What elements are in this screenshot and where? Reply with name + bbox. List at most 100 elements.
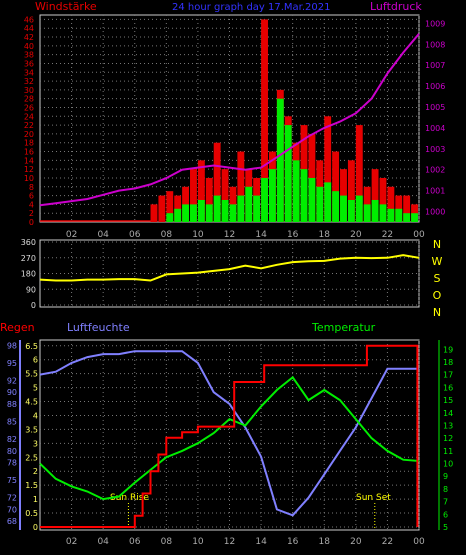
temperature-tick-labels: 5 6 7 8 9 10 11 12 13 14 15 16 17 18 19: [443, 345, 453, 532]
compass-label: N: [433, 306, 441, 319]
humidity-tick-label: 82: [7, 435, 17, 444]
rain-tick-label: 0: [33, 523, 38, 532]
panel3-x-tick-label: 22: [382, 537, 393, 547]
gust-bar: [237, 195, 245, 222]
panel1-x-tick-label: 10: [192, 230, 204, 240]
panel2-grid: [40, 240, 420, 307]
panel3-x-tick-label: 14: [255, 537, 267, 547]
rain-tick-label: 6.5: [25, 342, 38, 351]
gust-bar: [276, 98, 284, 222]
wind-bar: [371, 169, 379, 222]
panel3-x-tick-label: 18: [319, 537, 331, 547]
panel3-x-tick-label: 06: [129, 537, 141, 547]
chart-title: 24 hour graph day 17.Mar.2021: [172, 2, 331, 13]
pressure-series-line: [39, 33, 420, 207]
panel1-x-tick-labels: 02 04 06 08 10 12 14 16 18 20 22 00: [66, 230, 425, 240]
pressure-tick-label: 1007: [425, 61, 445, 70]
rain-tick-label: 2: [33, 467, 38, 476]
gust-bar: [363, 204, 371, 222]
rain-tick-label: 1.5: [25, 481, 38, 490]
wind-bar: [190, 169, 197, 222]
panel3-x-tick-label: 20: [350, 537, 362, 547]
temperature-tick-label: 11: [443, 447, 453, 456]
panel1-x-tick-label: 12: [224, 230, 235, 240]
wind-tick-label: 26: [24, 103, 34, 112]
wind-tick-label: 8: [29, 183, 34, 192]
wind-tick-label: 12: [24, 165, 34, 174]
wind-tick-label: 30: [24, 86, 34, 95]
wind-tick-label: 0: [29, 218, 34, 227]
panel1-x-tick-label: 22: [382, 230, 393, 240]
pressure-tick-label: 1008: [425, 40, 445, 49]
rain-axis-title: Regen: [0, 321, 35, 334]
wind-tick-label: 36: [24, 59, 34, 68]
panel1-x-tick-label: 14: [255, 230, 267, 240]
gust-bar: [395, 208, 403, 222]
pressure-tick-label: 1004: [425, 124, 445, 133]
rain-humidity-temp-panel: Regen Luftfeuchte Temperatur Sun Rise Su…: [0, 321, 453, 547]
humidity-tick-label: 78: [7, 459, 17, 468]
pressure-tick-labels: 1000 1001 1002 1003 1004 1005 1006 1007 1008 1009: [425, 19, 445, 216]
temperature-tick-label: 15: [443, 396, 453, 405]
rain-tick-label: 2.5: [25, 453, 38, 462]
wind-bar: [158, 195, 166, 222]
panel3-x-tick-label: 10: [192, 537, 204, 547]
wind-pressure-panel: Windstärke 24 hour graph day 17.Mar.2021…: [24, 0, 446, 240]
wind-tick-label: 44: [24, 24, 34, 33]
wind-tick-label: 28: [24, 95, 34, 104]
temperature-tick-label: 7: [443, 498, 448, 507]
panel1-x-tick-label: 20: [350, 230, 362, 240]
wind-bar: [221, 169, 229, 222]
humidity-tick-label: 70: [7, 505, 17, 514]
humidity-tick-label: 68: [7, 517, 17, 526]
wind-tick-label: 38: [24, 51, 34, 60]
panel1-x-tick-label: 08: [161, 230, 173, 240]
temperature-tick-label: 14: [443, 409, 453, 418]
rain-tick-label: 3: [33, 439, 38, 448]
gust-bar: [182, 204, 190, 222]
rain-tick-label: 3.5: [25, 425, 38, 434]
gust-bar: [355, 195, 363, 222]
panel3-x-tick-label: 16: [287, 537, 299, 547]
gust-bar: [324, 182, 332, 222]
pressure-tick-label: 1002: [425, 166, 445, 175]
temperature-axis-title: Temperatur: [311, 321, 376, 334]
gust-bar: [300, 169, 308, 222]
temperature-tick-label: 6: [443, 510, 448, 519]
humidity-tick-label: 95: [7, 359, 17, 368]
rain-line: [40, 344, 419, 528]
gust-bar: [292, 160, 300, 222]
wind-bar: [355, 125, 363, 222]
panel1-x-tick-label: 04: [97, 230, 109, 240]
wind-tick-label: 18: [24, 139, 34, 148]
gust-bar: [197, 199, 205, 222]
humidity-tick-label: 75: [7, 476, 17, 485]
panel3-x-tick-label: 08: [161, 537, 173, 547]
wind-tick-label: 42: [24, 33, 34, 42]
humidity-tick-label: 92: [7, 377, 17, 386]
direction-tick-label: 90: [26, 285, 36, 294]
gust-bar: [379, 204, 387, 222]
temperature-tick-label: 18: [443, 358, 453, 367]
gust-bar: [340, 195, 347, 222]
pressure-tick-label: 1001: [425, 187, 445, 196]
humidity-tick-label: 88: [7, 400, 17, 409]
humidity-tick-label: 98: [7, 341, 17, 350]
gust-bar: [332, 191, 340, 222]
panel1-x-tick-label: 06: [129, 230, 141, 240]
sun-markers: Sun Rise Sun Set: [110, 493, 391, 530]
wind-bar: [347, 160, 355, 222]
wind-bar: [205, 177, 213, 222]
wind-bar: [403, 195, 411, 222]
wind-tick-label: 4: [29, 200, 34, 209]
gust-bar: [190, 204, 197, 222]
gust-bar: [347, 199, 355, 222]
gust-bar: [174, 208, 182, 222]
panel3-x-tick-label: 02: [66, 537, 77, 547]
temperature-tick-label: 17: [443, 371, 453, 380]
rain-tick-labels: 0 0.5 1 1.5 2 2.5 3 3.5 4 4.5 5 5.5 6 6.5: [25, 342, 38, 532]
direction-tick-label: 360: [21, 238, 36, 247]
